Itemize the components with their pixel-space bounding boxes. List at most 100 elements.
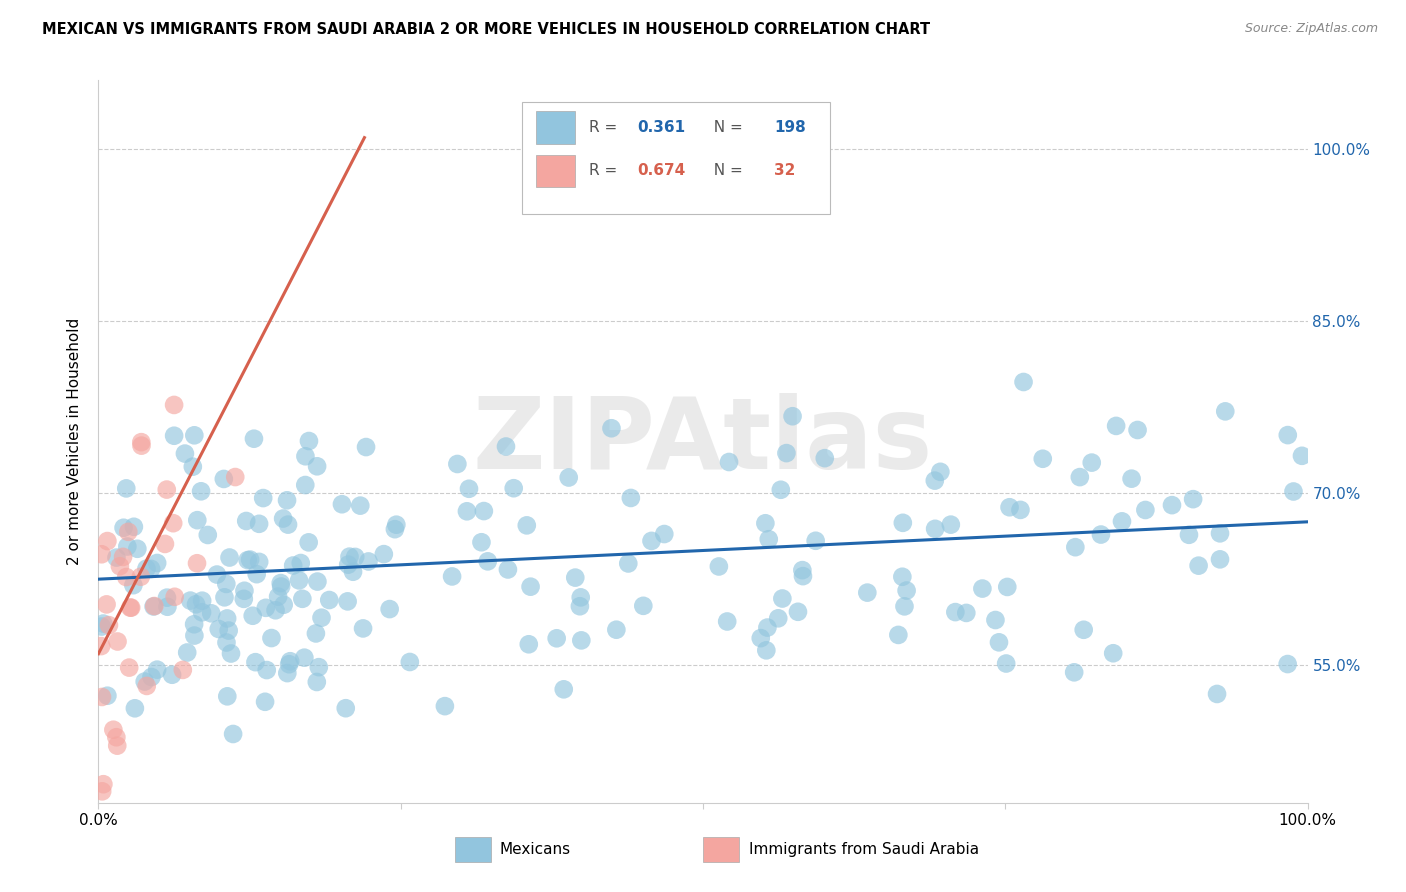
Point [184, 597, 207, 611]
Point [218, 550, 240, 565]
Point [143, 599, 166, 613]
Point [305, 675, 328, 690]
Point [307, 459, 329, 474]
Text: 0.361: 0.361 [638, 120, 686, 135]
Point [1080, 456, 1102, 470]
Point [163, 590, 186, 604]
Point [446, 457, 468, 471]
Point [305, 626, 328, 640]
Point [298, 535, 321, 549]
Point [1126, 423, 1149, 437]
Point [792, 563, 814, 577]
Point [924, 474, 946, 488]
Point [160, 667, 183, 681]
Point [787, 605, 810, 619]
Point [107, 634, 129, 648]
Point [273, 598, 295, 612]
Point [117, 540, 139, 554]
Point [335, 701, 357, 715]
Point [270, 580, 292, 594]
Point [156, 483, 179, 497]
Point [1069, 470, 1091, 484]
Point [245, 655, 267, 669]
Point [205, 567, 228, 582]
Point [517, 637, 540, 651]
Point [212, 472, 235, 486]
Point [972, 582, 994, 596]
Point [337, 558, 360, 572]
Point [495, 440, 517, 454]
Point [105, 550, 128, 565]
Point [553, 682, 575, 697]
Point [254, 600, 277, 615]
Point [129, 570, 152, 584]
FancyBboxPatch shape [456, 837, 492, 862]
Point [357, 554, 380, 568]
Point [330, 497, 353, 511]
Point [546, 632, 568, 646]
Point [277, 517, 299, 532]
Point [91, 616, 114, 631]
Point [336, 594, 359, 608]
Point [891, 516, 914, 530]
Point [103, 723, 125, 737]
Point [998, 500, 1021, 515]
Point [141, 670, 163, 684]
Point [191, 605, 214, 619]
Point [782, 409, 804, 424]
Point [354, 440, 377, 454]
Point [516, 518, 538, 533]
Point [162, 516, 184, 531]
Point [90, 547, 112, 561]
Point [260, 631, 283, 645]
Point [716, 615, 738, 629]
Text: Immigrants from Saudi Arabia: Immigrants from Saudi Arabia [749, 842, 979, 857]
Point [640, 533, 662, 548]
Point [91, 690, 114, 704]
Point [344, 549, 367, 564]
Point [568, 599, 591, 614]
Point [233, 583, 256, 598]
Point [218, 624, 240, 638]
Point [181, 459, 204, 474]
Point [283, 558, 305, 573]
Point [247, 516, 270, 531]
Point [1012, 375, 1035, 389]
Point [135, 562, 157, 576]
Point [190, 484, 212, 499]
Point [470, 535, 492, 549]
Point [519, 580, 541, 594]
Point [1102, 646, 1125, 660]
Point [197, 528, 219, 542]
Point [267, 590, 290, 604]
Point [1064, 540, 1087, 554]
Point [131, 435, 153, 450]
Point [769, 483, 792, 497]
Point [398, 655, 420, 669]
Point [929, 465, 952, 479]
Point [156, 591, 179, 605]
Point [153, 537, 176, 551]
Point [290, 556, 312, 570]
Point [242, 608, 264, 623]
Point [200, 607, 222, 621]
Point [142, 599, 165, 614]
Point [1032, 451, 1054, 466]
Point [120, 600, 142, 615]
Point [208, 622, 231, 636]
Point [183, 617, 205, 632]
Point [1090, 527, 1112, 541]
Point [349, 499, 371, 513]
Point [775, 446, 797, 460]
Point [224, 470, 246, 484]
Point [352, 621, 374, 635]
Point [105, 731, 128, 745]
Point [127, 541, 149, 556]
Point [755, 643, 778, 657]
Point [276, 493, 298, 508]
Point [264, 603, 287, 617]
Point [749, 631, 772, 645]
Point [215, 635, 238, 649]
Point [219, 647, 242, 661]
Point [557, 470, 579, 484]
